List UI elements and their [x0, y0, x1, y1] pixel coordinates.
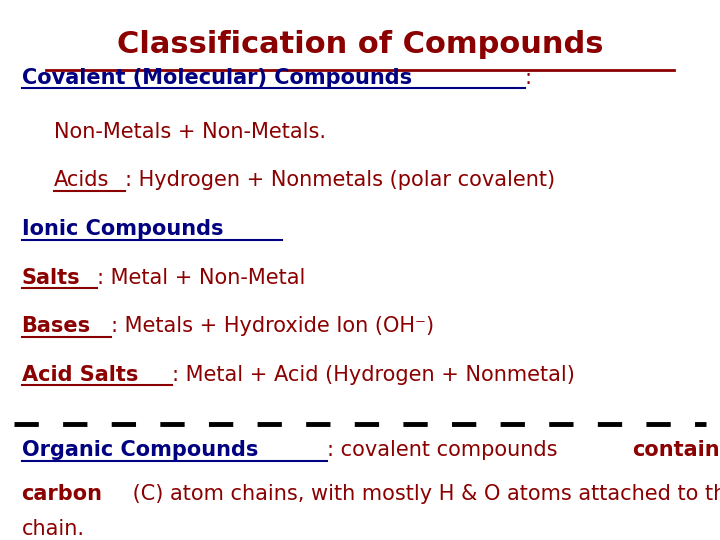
- Text: containing: containing: [633, 440, 720, 460]
- Text: : covalent compounds: : covalent compounds: [327, 440, 564, 460]
- Text: : Metal + Non-Metal: : Metal + Non-Metal: [97, 267, 305, 287]
- Text: Organic Compounds: Organic Compounds: [22, 440, 258, 460]
- Text: : Metals + Hydroxide Ion (OH⁻): : Metals + Hydroxide Ion (OH⁻): [111, 316, 434, 336]
- Text: chain.: chain.: [22, 518, 85, 538]
- Text: :: :: [525, 68, 532, 87]
- Text: (C) atom chains, with mostly H & O atoms attached to the: (C) atom chains, with mostly H & O atoms…: [126, 483, 720, 503]
- Text: Acid Salts: Acid Salts: [22, 364, 138, 384]
- Text: Acids: Acids: [54, 170, 109, 190]
- Text: carbon: carbon: [22, 483, 102, 503]
- Text: : Hydrogen + Nonmetals (polar covalent): : Hydrogen + Nonmetals (polar covalent): [125, 170, 556, 190]
- Text: Covalent (Molecular) Compounds: Covalent (Molecular) Compounds: [22, 68, 412, 87]
- Text: Salts: Salts: [22, 267, 80, 287]
- Text: : Metal + Acid (Hydrogen + Nonmetal): : Metal + Acid (Hydrogen + Nonmetal): [172, 364, 575, 384]
- Text: Bases: Bases: [22, 316, 91, 336]
- Text: Non-Metals + Non-Metals.: Non-Metals + Non-Metals.: [54, 122, 326, 141]
- Text: Ionic Compounds: Ionic Compounds: [22, 219, 223, 239]
- Text: Classification of Compounds: Classification of Compounds: [117, 30, 603, 59]
